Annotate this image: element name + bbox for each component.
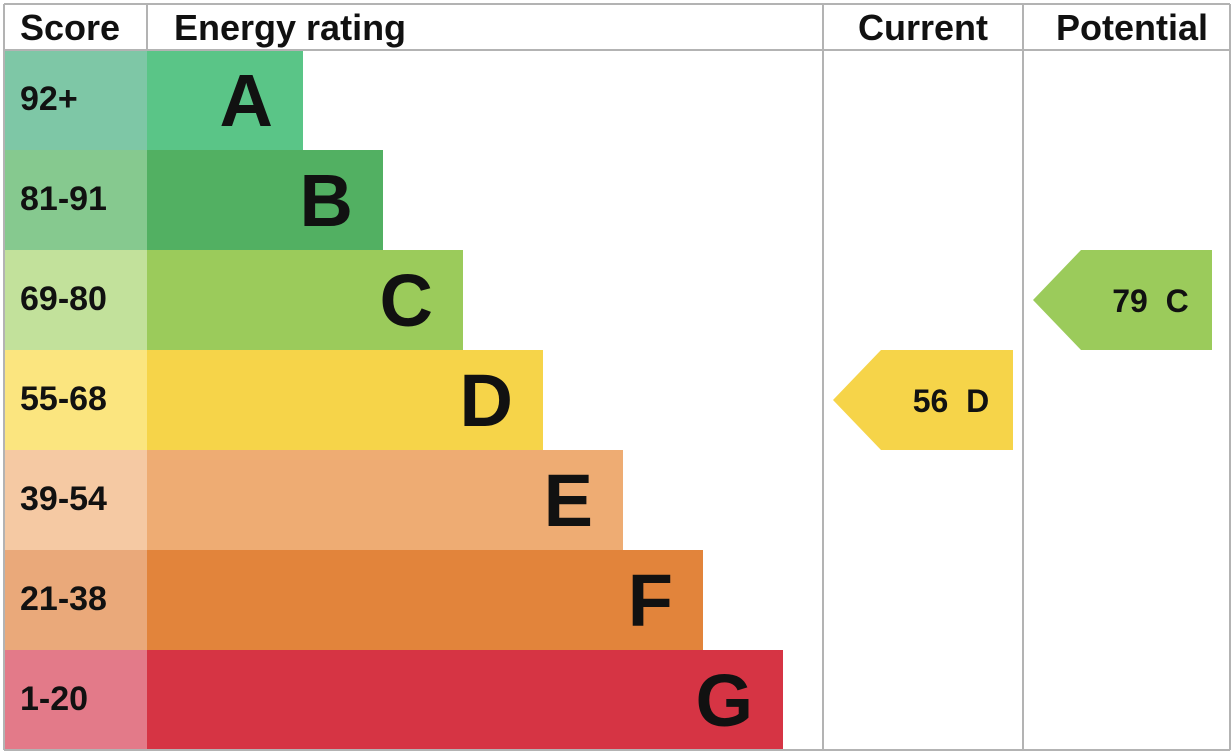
score-cell-c (4, 250, 147, 350)
rating-letter-a: A (220, 59, 273, 142)
score-label-g: 1-20 (20, 680, 88, 718)
score-label-b: 81-91 (20, 180, 107, 218)
rating-bar-f (147, 550, 703, 650)
score-cell-g (4, 650, 147, 750)
header-potential: Potential (1056, 7, 1208, 48)
header-current: Current (858, 7, 988, 48)
score-cell-f (4, 550, 147, 650)
rating-letter-c: C (380, 259, 433, 342)
rating-letter-f: F (628, 559, 673, 642)
rating-letter-e: E (544, 459, 593, 542)
potential-rating-label: 79 C (1112, 283, 1188, 319)
table-header: Score Energy rating Current Potential (20, 7, 1208, 48)
rating-indicators: 56 D 79 C (833, 250, 1212, 450)
rating-bar-e (147, 450, 623, 550)
score-cell-b (4, 150, 147, 250)
rating-bands: 92+ A 81-91 B 69-80 C 55-68 D 39-54 E 21-38 F 1-20 G (4, 50, 783, 750)
score-label-a: 92+ (20, 80, 78, 118)
current-rating-arrow (833, 350, 1013, 450)
score-label-e: 39-54 (20, 480, 107, 518)
rating-letter-d: D (460, 359, 513, 442)
header-energy-rating: Energy rating (174, 7, 406, 48)
score-cell-a (4, 50, 147, 150)
rating-bar-a (147, 50, 303, 150)
score-label-c: 69-80 (20, 280, 107, 318)
grid-lines (3, 3, 1231, 751)
rating-letter-b: B (300, 159, 353, 242)
score-cell-e (4, 450, 147, 550)
score-label-d: 55-68 (20, 380, 107, 418)
potential-rating-arrow (1033, 250, 1212, 350)
score-cell-d (4, 350, 147, 450)
current-rating-label: 56 D (913, 383, 989, 419)
rating-bar-b (147, 150, 383, 250)
rating-bar-c (147, 250, 463, 350)
header-score: Score (20, 7, 120, 48)
rating-bar-g (147, 650, 783, 750)
rating-bar-d (147, 350, 543, 450)
rating-letter-g: G (695, 659, 753, 742)
score-label-f: 21-38 (20, 580, 107, 618)
